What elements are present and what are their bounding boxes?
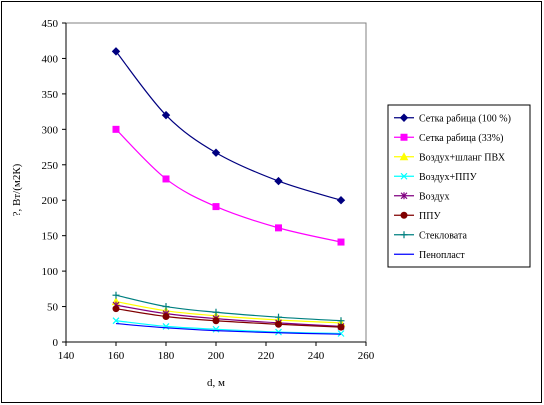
data-point [162,303,170,311]
data-point [212,308,220,316]
legend-item: Воздух+ППУ [394,172,478,183]
y-tick-label: 150 [42,231,59,243]
legend-label: Пенопласт [419,250,465,261]
legend-label: Сетка рабица (100 %) [419,113,511,124]
data-point [337,330,345,337]
x-tick-label: 220 [258,350,275,362]
legend-marker [400,172,408,180]
y-tick-label: 450 [42,18,59,30]
data-point [162,312,170,320]
y-tick-label: 250 [42,160,59,172]
data-point [112,317,120,325]
data-point [337,317,345,325]
data-point [112,125,120,133]
data-point [274,176,283,186]
x-tick-label: 140 [58,350,75,362]
y-tick-label: 200 [42,195,59,207]
data-point [337,238,345,246]
data-point [275,320,282,328]
data-point [275,328,282,336]
y-tick-label: 50 [47,302,59,314]
data-point [162,175,170,183]
legend-marker [400,211,408,219]
y-axis: 0 50 100 150 200 250 300 350 400 450 [42,18,67,349]
data-point [212,203,220,211]
legend-label: Воздух [419,191,450,202]
x-tick-label: 160 [108,350,125,362]
x-tick-label: 260 [358,350,375,362]
legend-marker [400,231,408,239]
series-layer [111,47,346,337]
series-1 [112,125,345,246]
legend-box [387,104,531,268]
legend-item: Пенопласт [394,250,465,261]
data-point [111,47,121,56]
legend: Сетка рабица (100 %) Сетка рабица (33%) Во… [387,104,531,268]
legend-marker [399,113,409,122]
data-point [112,305,120,313]
y-tick-label: 0 [53,337,59,349]
legend-item: Сетка рабица (100 %) [394,113,511,124]
legend-marker [400,192,408,200]
series-7 [115,322,342,335]
plot-area [65,22,367,343]
x-axis: 140 160 180 200 220 240 260 [58,341,375,362]
data-point [337,323,345,331]
data-point [336,196,346,205]
legend-label: Воздух+шланг ПВХ [419,152,506,163]
y-tick-label: 350 [42,89,59,101]
data-point [212,317,220,325]
data-point [211,148,221,157]
legend-label: Стекловата [419,230,467,241]
x-axis-label: d, м [207,377,225,389]
legend-item: Сетка рабица (33%) [394,133,503,144]
legend-label: Сетка рабица (33%) [419,133,503,144]
data-point [275,224,282,232]
legend-item: Стекловата [394,230,467,241]
series-0 [111,47,346,205]
legend-item: ППУ [394,211,441,222]
series-3 [112,317,345,337]
series-5 [112,305,345,331]
x-tick-label: 200 [208,350,225,362]
legend-item: Воздух+шланг ПВХ [394,152,506,163]
series-line [115,322,342,335]
legend-marker [400,133,408,141]
legend-item: Воздух [394,191,450,202]
legend-label: Воздух+ППУ [419,172,478,183]
plot-frame [65,22,367,343]
legend-label: ППУ [419,211,441,222]
y-tick-label: 400 [42,53,59,65]
legend-marker [399,152,409,161]
data-point [161,110,171,120]
x-tick-label: 180 [158,350,175,362]
data-point [112,291,120,299]
y-tick-label: 300 [42,124,59,136]
y-tick-label: 100 [42,266,59,278]
series-6 [112,291,345,325]
data-point [275,313,282,321]
y-axis-label: ?, Вт/(м2К) [11,163,23,216]
x-tick-label: 240 [308,350,325,362]
